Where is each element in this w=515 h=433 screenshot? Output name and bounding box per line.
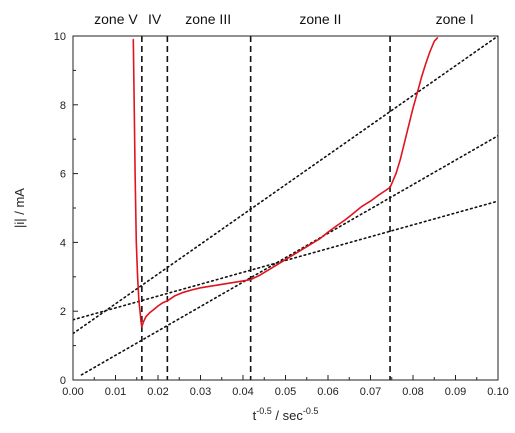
x-tick-label: 0.00 xyxy=(62,386,83,398)
zone-label: zone V xyxy=(94,11,138,27)
data-point xyxy=(140,320,142,323)
data-point xyxy=(416,92,418,94)
x-tick-label: 0.08 xyxy=(402,386,423,398)
data-point xyxy=(327,231,329,233)
data-point xyxy=(267,269,270,271)
series-layer xyxy=(132,37,439,328)
data-point xyxy=(208,285,210,287)
data-point xyxy=(134,173,136,175)
data-point xyxy=(437,37,439,39)
data-point xyxy=(408,124,410,126)
data-point xyxy=(318,238,321,240)
data-point xyxy=(233,281,236,283)
y-tick-label: 2 xyxy=(60,306,66,318)
x-tick-label: 0.05 xyxy=(275,386,296,398)
y-axis-label: |i| / mA xyxy=(12,188,27,228)
data-point xyxy=(284,259,287,261)
data-point xyxy=(153,308,155,311)
x-tick-label: 0.03 xyxy=(190,386,211,398)
data-point xyxy=(137,276,139,278)
y-tick-label: 4 xyxy=(60,237,66,249)
data-point xyxy=(174,295,176,297)
data-point xyxy=(191,289,193,291)
fit-lines xyxy=(73,36,498,376)
data-point xyxy=(310,243,312,245)
x-tick-label: 0.04 xyxy=(232,386,253,398)
y-tick-label: 8 xyxy=(60,100,66,112)
zone-labels: zone V IV zone III zone II zone I xyxy=(94,11,474,27)
data-point xyxy=(138,300,140,302)
data-point xyxy=(225,283,227,285)
y-tick-label: 10 xyxy=(54,31,66,43)
x-axis-label-base: t xyxy=(253,408,257,423)
data-point xyxy=(143,320,145,323)
x-tick-label: 0.10 xyxy=(487,386,508,398)
x-tick-label: 0.06 xyxy=(317,386,338,398)
x-axis-label-base-exponent: -0.5 xyxy=(256,406,272,416)
y-tick-label: 6 xyxy=(60,169,66,181)
data-point xyxy=(412,107,414,109)
data-point xyxy=(425,62,427,65)
data-point xyxy=(139,312,141,314)
data-point xyxy=(429,50,431,53)
data-point xyxy=(182,291,185,293)
data-point xyxy=(133,104,135,106)
data-point xyxy=(361,205,363,207)
data-point xyxy=(166,300,168,302)
data-point xyxy=(259,274,261,276)
data-point xyxy=(352,212,355,214)
data-point xyxy=(344,219,346,221)
fit-line-1 xyxy=(73,36,498,335)
zone-label: IV xyxy=(148,11,162,27)
data-point xyxy=(399,159,401,161)
data-point xyxy=(369,200,372,202)
zone-boundaries xyxy=(141,36,391,380)
data-point xyxy=(148,312,151,314)
x-axis-label-unit-exponent: -0.5 xyxy=(303,406,319,416)
current-series-line xyxy=(132,37,439,328)
zone-label: zone I xyxy=(436,11,474,27)
x-tick-label: 0.09 xyxy=(445,386,466,398)
data-point xyxy=(293,253,295,255)
data-point xyxy=(403,142,406,144)
y-tick-label: 0 xyxy=(60,375,66,387)
data-point xyxy=(378,194,380,196)
data-point xyxy=(157,305,159,307)
data-point xyxy=(335,225,338,227)
data-point xyxy=(141,326,143,328)
data-point xyxy=(216,284,219,286)
zone-label: zone II xyxy=(299,11,341,27)
x-tick-label: 0.07 xyxy=(360,386,381,398)
data-point xyxy=(145,315,147,317)
x-tick-label: 0.02 xyxy=(147,386,168,398)
data-point xyxy=(242,280,244,282)
data-point xyxy=(132,38,134,41)
data-point xyxy=(276,264,278,266)
x-axis-label-unit: / sec xyxy=(272,408,304,423)
x-tick-label: 0.01 xyxy=(105,386,126,398)
data-point xyxy=(389,186,391,188)
data-point xyxy=(162,302,164,304)
data-point xyxy=(386,188,389,190)
data-point xyxy=(395,173,397,175)
data-point xyxy=(199,287,202,289)
plot-frame xyxy=(72,35,499,381)
data-point xyxy=(250,279,252,281)
fit-line-2 xyxy=(80,134,498,376)
data-point xyxy=(433,40,435,42)
data-point xyxy=(420,76,423,78)
data-point xyxy=(135,241,137,243)
x-axis-label: t-0.5 / sec-0.5 xyxy=(253,406,319,423)
ticks: 0.00 0.01 0.02 0.03 0.04 0.05 0.06 0.07 0.08 0.09… xyxy=(54,31,509,398)
zone-label: zone III xyxy=(185,11,231,27)
data-point xyxy=(301,248,304,250)
